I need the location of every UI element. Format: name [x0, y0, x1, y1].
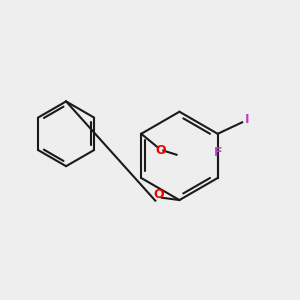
Text: F: F: [213, 146, 222, 159]
Text: O: O: [153, 188, 164, 201]
Text: O: O: [155, 143, 166, 157]
Text: I: I: [245, 113, 249, 126]
